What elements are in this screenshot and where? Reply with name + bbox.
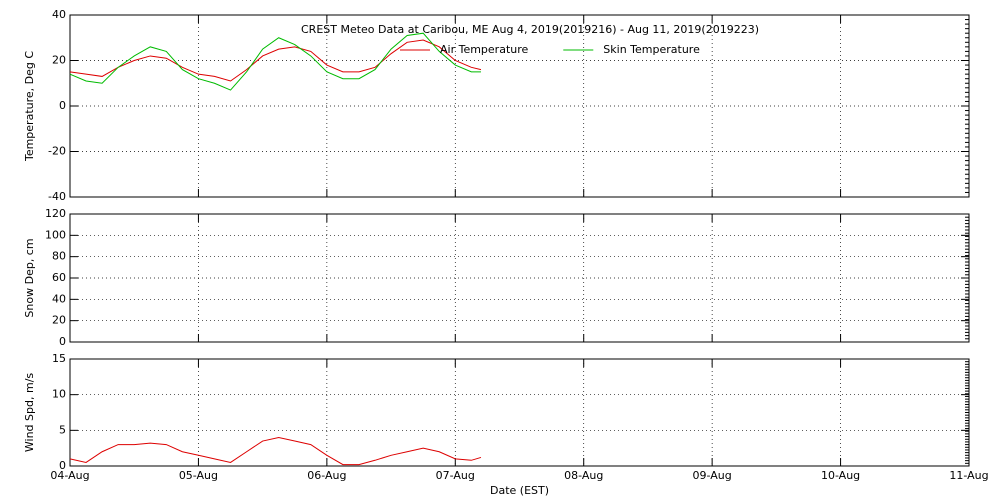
plot-frame — [69, 358, 970, 467]
y-tick-label: -40 — [48, 190, 66, 203]
y-axis-label: Wind Spd, m/s — [23, 373, 36, 453]
y-tick-label: 0 — [59, 459, 66, 472]
x-tick-label: 07-Aug — [436, 469, 475, 482]
x-tick-label: 04-Aug — [50, 469, 89, 482]
y-tick-label: -20 — [48, 145, 66, 158]
y-tick-label: 20 — [52, 314, 66, 327]
x-axis-label: Date (EST) — [490, 484, 549, 497]
y-axis-label: Snow Dep, cm — [23, 238, 36, 317]
y-tick-label: 80 — [52, 250, 66, 263]
y-tick-label: 20 — [52, 54, 66, 67]
x-tick-label: 08-Aug — [564, 469, 603, 482]
chart-title: CREST Meteo Data at Caribou, ME Aug 4, 2… — [301, 23, 759, 36]
y-tick-label: 0 — [59, 335, 66, 348]
y-axis-label: Temperature, Deg C — [23, 51, 36, 162]
x-tick-label: 11-Aug — [949, 469, 988, 482]
y-tick-label: 60 — [52, 271, 66, 284]
y-tick-label: 10 — [52, 388, 66, 401]
y-tick-label: 0 — [59, 99, 66, 112]
y-tick-label: 40 — [52, 8, 66, 21]
series-line — [69, 32, 481, 91]
y-tick-label: 120 — [45, 207, 66, 220]
y-tick-label: 15 — [52, 352, 66, 365]
x-tick-label: 06-Aug — [307, 469, 346, 482]
x-tick-label: 10-Aug — [821, 469, 860, 482]
series-line — [69, 436, 482, 466]
y-tick-label: 5 — [59, 423, 66, 436]
legend-label: Air Temperature — [440, 43, 529, 56]
y-tick-label: 40 — [52, 292, 66, 305]
series-line — [69, 39, 482, 82]
legend-label: Skin Temperature — [603, 43, 700, 56]
x-tick-label: 09-Aug — [693, 469, 732, 482]
y-tick-label: 100 — [45, 228, 66, 241]
x-tick-label: 05-Aug — [179, 469, 218, 482]
